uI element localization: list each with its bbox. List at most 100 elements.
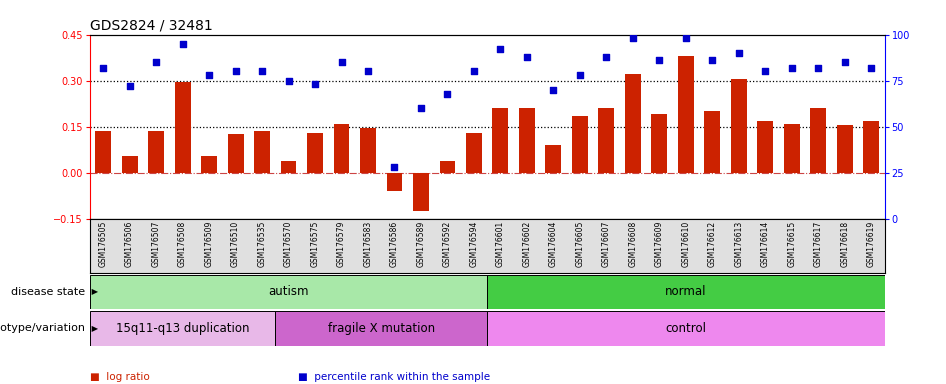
Text: GSM176604: GSM176604 [549,220,558,267]
Point [864,65,879,71]
Point [334,59,349,65]
Point [837,59,852,65]
Bar [90,275,487,309]
Text: GSM176619: GSM176619 [867,220,876,267]
Point [387,164,402,170]
Text: GSM176602: GSM176602 [522,220,532,267]
Bar [864,121,879,173]
Point [546,87,561,93]
Bar [334,124,349,173]
Bar [275,311,487,346]
Point [731,50,746,56]
Point [149,59,164,65]
Bar [572,116,587,173]
Text: GSM176508: GSM176508 [178,220,187,267]
Bar [731,79,746,173]
Bar [149,131,164,173]
Bar [440,161,455,173]
Bar [487,275,885,309]
Point [360,68,376,74]
Bar [599,108,614,173]
Text: ▶: ▶ [89,324,98,333]
Point [228,68,243,74]
Bar [705,111,720,173]
Text: GSM176618: GSM176618 [840,220,850,266]
Point [493,46,508,52]
Text: GSM176614: GSM176614 [761,220,770,267]
Text: GSM176575: GSM176575 [310,220,320,267]
Text: GSM176506: GSM176506 [125,220,134,267]
Point [96,65,111,71]
Bar [625,74,640,173]
Text: GSM176610: GSM176610 [681,220,691,267]
Text: disease state: disease state [11,287,85,297]
Bar [281,161,296,173]
Text: GSM176570: GSM176570 [284,220,293,267]
Bar [228,134,243,173]
Point [572,72,587,78]
Bar [96,131,111,173]
Text: GSM176609: GSM176609 [655,220,664,267]
Bar [519,108,534,173]
Point [307,81,323,88]
Text: GSM176594: GSM176594 [469,220,479,267]
Text: GSM176510: GSM176510 [231,220,240,267]
Text: ■  log ratio: ■ log ratio [90,372,149,382]
Text: ▶: ▶ [89,287,98,296]
Bar [254,131,270,173]
Text: GSM176612: GSM176612 [708,220,717,266]
Point [122,83,137,89]
Point [625,35,640,41]
Text: GSM176583: GSM176583 [363,220,373,267]
Point [519,54,534,60]
Point [440,91,455,97]
Text: GSM176617: GSM176617 [814,220,823,267]
Point [652,57,667,63]
Point [201,72,217,78]
Text: GSM176613: GSM176613 [734,220,744,267]
Bar [678,56,693,173]
Bar [175,82,190,173]
Bar [387,173,402,191]
Bar [466,133,482,173]
Bar [811,108,826,173]
Text: 15q11-q13 duplication: 15q11-q13 duplication [115,322,250,335]
Bar [413,173,429,211]
Text: control: control [665,322,707,335]
Text: GSM176505: GSM176505 [98,220,108,267]
Text: GSM176586: GSM176586 [390,220,399,267]
Text: GDS2824 / 32481: GDS2824 / 32481 [90,18,213,32]
Bar [758,121,773,173]
Point [758,68,773,74]
Bar [546,145,561,173]
Text: GSM176509: GSM176509 [204,220,214,267]
Bar [487,311,885,346]
Point [281,78,296,84]
Point [175,41,190,47]
Text: GSM176608: GSM176608 [628,220,638,267]
Bar [122,156,137,173]
Bar [90,311,275,346]
Text: autism: autism [269,285,308,298]
Bar [784,124,799,173]
Point [413,105,429,111]
Bar [652,114,667,173]
Text: GSM176605: GSM176605 [575,220,585,267]
Text: GSM176589: GSM176589 [416,220,426,267]
Bar [201,156,217,173]
Text: GSM176615: GSM176615 [787,220,797,267]
Point [784,65,799,71]
Bar [360,128,376,173]
Point [705,57,720,63]
Bar [493,108,508,173]
Bar [307,133,323,173]
Text: GSM176601: GSM176601 [496,220,505,267]
Text: GSM176579: GSM176579 [337,220,346,267]
Text: genotype/variation: genotype/variation [0,323,85,333]
Text: normal: normal [665,285,707,298]
Point [678,35,693,41]
Text: GSM176507: GSM176507 [151,220,161,267]
Point [811,65,826,71]
Text: GSM176607: GSM176607 [602,220,611,267]
Point [599,54,614,60]
